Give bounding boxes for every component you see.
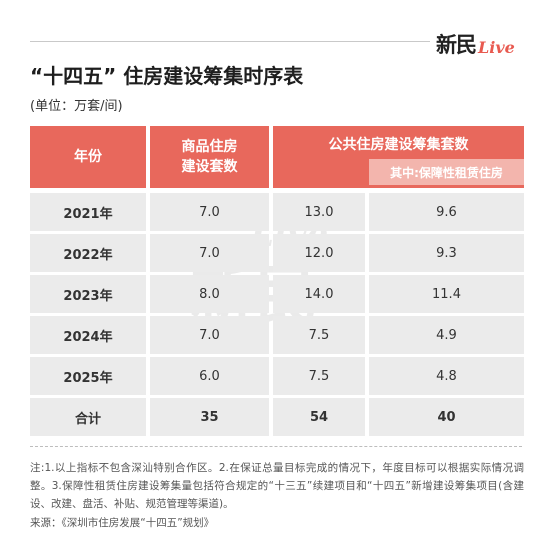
table-cell-rental: 4.9 xyxy=(369,316,524,354)
source-text: 来源：《深圳市住房发展“十四五”规划》 xyxy=(30,517,215,529)
table-cell-year: 2021年 xyxy=(30,193,146,231)
unit-label: (单位：万套/间) xyxy=(30,99,123,114)
bottom-divider xyxy=(30,446,522,447)
table-cell-commercial: 35 xyxy=(150,398,269,436)
table-cell-commercial: 7.0 xyxy=(150,316,269,354)
table-cell-public: 13.0 xyxy=(273,193,365,231)
table-cell-year: 2025年 xyxy=(30,357,146,395)
table-cell-rental: 40 xyxy=(369,398,524,436)
table-cell-public: 7.5 xyxy=(273,316,365,354)
header-rental: 其中:保障性租赁住房 xyxy=(369,159,524,185)
brand-logo: 新民 Live xyxy=(436,26,536,56)
table-cell-commercial: 8.0 xyxy=(150,275,269,313)
table-cell-year: 2024年 xyxy=(30,316,146,354)
table-cell-rental: 9.6 xyxy=(369,193,524,231)
table-cell-commercial: 7.0 xyxy=(150,193,269,231)
table-cell-rental: 9.3 xyxy=(369,234,524,272)
brand-name-cn: 新民 xyxy=(436,33,477,57)
table-cell-year: 合计 xyxy=(30,398,146,436)
table-cell-commercial: 7.0 xyxy=(150,234,269,272)
brand-name-live: Live xyxy=(478,38,515,57)
table-cell-public: 14.0 xyxy=(273,275,365,313)
header-year: 年份 xyxy=(30,126,146,188)
header-commercial-label: 商品住房 建设套数 xyxy=(181,139,238,175)
header-commercial: 商品住房 建设套数 xyxy=(150,126,269,188)
table-cell-public: 7.5 xyxy=(273,357,365,395)
table-cell-public: 12.0 xyxy=(273,234,365,272)
footnote: 注:1.以上指标不包含深汕特别合作区。2.在保证总量目标完成的情况下，年度目标可… xyxy=(30,462,524,510)
table-cell-commercial: 6.0 xyxy=(150,357,269,395)
table-cell-year: 2022年 xyxy=(30,234,146,272)
table-cell-rental: 4.8 xyxy=(369,357,524,395)
header-public-label: 公共住房建设筹集套数 xyxy=(328,137,469,153)
table-cell-public: 54 xyxy=(273,398,365,436)
table-cell-year: 2023年 xyxy=(30,275,146,313)
page-title: “十四五” 住房建设筹集时序表 xyxy=(30,64,304,88)
top-divider xyxy=(30,41,430,42)
table-cell-rental: 11.4 xyxy=(369,275,524,313)
